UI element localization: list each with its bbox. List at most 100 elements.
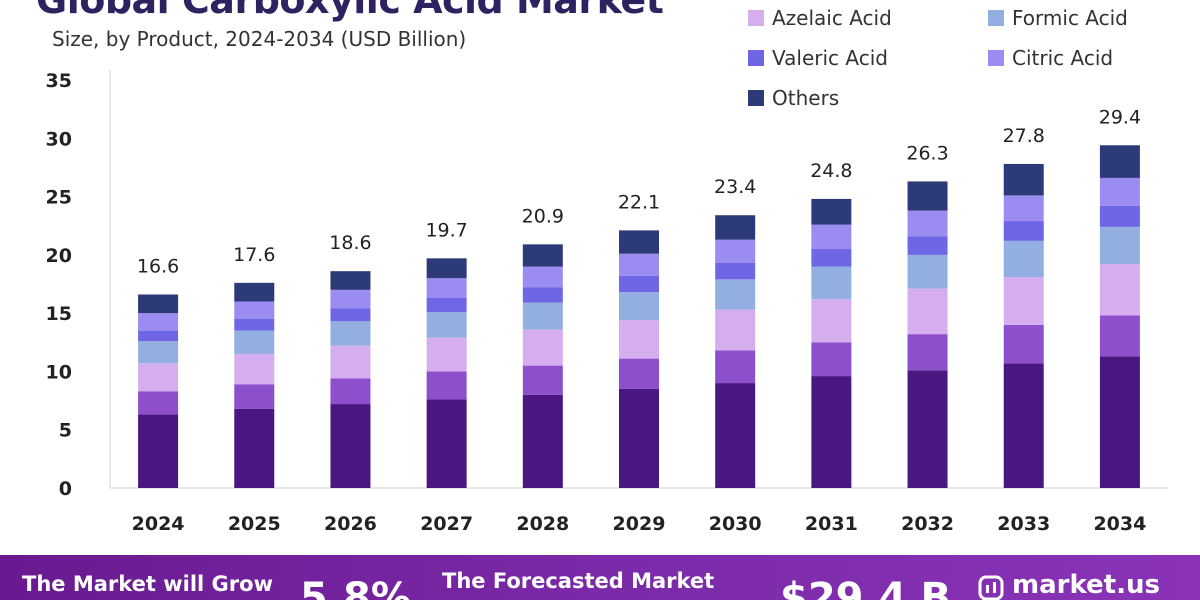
x-tick-label: 2024 bbox=[132, 513, 185, 535]
bar-segment bbox=[234, 353, 275, 385]
bar-segment bbox=[1099, 356, 1140, 488]
bar-segment bbox=[619, 358, 659, 389]
forecast-label: The Forecasted Market bbox=[442, 569, 715, 593]
x-tick-label: 2030 bbox=[709, 513, 762, 535]
bar-segment bbox=[426, 371, 467, 400]
x-tick-label: 2025 bbox=[228, 513, 281, 535]
total-label: 22.1 bbox=[618, 191, 660, 213]
bar-segment bbox=[330, 345, 371, 379]
x-tick-label: 2027 bbox=[420, 513, 473, 535]
bar-segment bbox=[811, 198, 852, 225]
bar-segment bbox=[907, 181, 948, 211]
bar-segment bbox=[907, 210, 948, 237]
y-tick-label: 25 bbox=[46, 187, 72, 209]
bar-segment bbox=[715, 350, 756, 384]
x-tick-label: 2033 bbox=[997, 513, 1050, 535]
legend-swatch-formic-acid bbox=[988, 10, 1004, 26]
bar-segment bbox=[811, 342, 852, 377]
grow-label: The Market will Grow bbox=[22, 572, 273, 596]
total-label: 19.7 bbox=[425, 219, 467, 241]
total-label: 24.8 bbox=[810, 160, 852, 182]
bar-segment bbox=[1099, 205, 1140, 227]
legend-item-citric-acid: Citric Acid bbox=[988, 46, 1113, 70]
bar-segment bbox=[522, 244, 563, 267]
bar-segment bbox=[522, 302, 563, 330]
x-tick-label: 2031 bbox=[805, 513, 858, 535]
bar-segment bbox=[1099, 315, 1140, 357]
chart-subtitle: Size, by Product, 2024-2034 (USD Billion… bbox=[52, 27, 467, 51]
x-tick-label: 2029 bbox=[613, 513, 666, 535]
bar-segment bbox=[138, 313, 179, 331]
bar-segment bbox=[234, 301, 275, 319]
bar-segment bbox=[1003, 221, 1044, 241]
bar-segment bbox=[234, 282, 275, 302]
bar-segment bbox=[138, 330, 179, 342]
bar-segment bbox=[811, 249, 852, 267]
legend-label-citric-acid: Citric Acid bbox=[1012, 46, 1114, 70]
total-label: 26.3 bbox=[906, 142, 948, 164]
x-tick-label: 2028 bbox=[516, 513, 569, 535]
bar-segment bbox=[522, 287, 563, 303]
bar-segment bbox=[715, 215, 756, 240]
x-tick-label: 2032 bbox=[901, 513, 954, 535]
bar-segment bbox=[330, 289, 371, 309]
bar-segment bbox=[522, 394, 563, 488]
bar-segment bbox=[1099, 264, 1140, 316]
bar-segment bbox=[1099, 145, 1140, 178]
bar-segment bbox=[138, 363, 179, 392]
bar-segment bbox=[619, 320, 659, 359]
total-label: 23.4 bbox=[714, 176, 756, 198]
y-tick-label: 10 bbox=[46, 361, 72, 383]
bar-segment bbox=[715, 263, 756, 280]
bar-segment bbox=[234, 318, 275, 331]
bar-segment bbox=[426, 399, 467, 488]
bar-segment bbox=[330, 321, 371, 346]
legend-item-formic-acid: Formic Acid bbox=[988, 6, 1128, 30]
x-tick-label: 2034 bbox=[1093, 513, 1146, 535]
bar-segment bbox=[907, 236, 948, 255]
bar-segment bbox=[1099, 226, 1140, 265]
bar-segment bbox=[811, 376, 852, 488]
total-label: 17.6 bbox=[233, 244, 275, 266]
y-tick-label: 0 bbox=[59, 478, 72, 500]
total-label: 20.9 bbox=[522, 205, 564, 227]
legend-item-azelaic-acid: Azelaic Acid bbox=[748, 6, 892, 30]
bar-segment bbox=[811, 299, 852, 343]
bar-segment bbox=[234, 384, 275, 409]
bar-segment bbox=[1003, 324, 1044, 364]
y-tick-label: 20 bbox=[46, 245, 72, 267]
bar-segment bbox=[426, 311, 467, 338]
bar-segment bbox=[811, 266, 852, 300]
bar-segment bbox=[426, 297, 467, 312]
cagr-value: 5.8% bbox=[300, 575, 411, 600]
legend-label-azelaic-acid: Azelaic Acid bbox=[772, 6, 892, 30]
bar-segment bbox=[1099, 177, 1140, 206]
bar-segment bbox=[522, 266, 563, 288]
total-label: 27.8 bbox=[1003, 125, 1045, 147]
bar-segment bbox=[907, 288, 948, 335]
y-tick-label: 35 bbox=[46, 70, 72, 92]
bar-segment bbox=[715, 309, 756, 351]
bar-segment bbox=[715, 239, 756, 264]
bar-segment bbox=[907, 334, 948, 371]
bar-segment bbox=[426, 278, 467, 298]
bar-segment bbox=[330, 378, 371, 405]
chart-title: Global Carboxylic Acid Market bbox=[36, 0, 664, 22]
chart-legend: Azelaic Acid Formic Acid Valeric Acid Ci… bbox=[748, 4, 1188, 124]
brand-name: market.us bbox=[1012, 570, 1160, 600]
legend-item-valeric-acid: Valeric Acid bbox=[748, 46, 888, 70]
bar-segment bbox=[330, 404, 371, 488]
bar-segment bbox=[1003, 277, 1044, 325]
x-axis: 2024 2025 2026 2027 2028 2029 2030 2031 2032 2033… bbox=[110, 487, 1168, 535]
legend-label-formic-acid: Formic Acid bbox=[1012, 6, 1128, 30]
bar-segment bbox=[138, 414, 179, 488]
y-axis: 0 5 10 15 20 25 30 35 bbox=[46, 70, 111, 500]
bar-segment bbox=[1003, 240, 1044, 278]
bar-segment bbox=[619, 230, 659, 254]
bar-segment bbox=[1003, 363, 1044, 488]
bar-segment bbox=[907, 370, 948, 488]
legend-item-others: Others bbox=[748, 86, 839, 110]
footer-banner: The Market will Grow 5.8% The Forecasted… bbox=[0, 555, 1200, 600]
bar-segment bbox=[1003, 163, 1044, 196]
bar-segment bbox=[138, 341, 179, 364]
